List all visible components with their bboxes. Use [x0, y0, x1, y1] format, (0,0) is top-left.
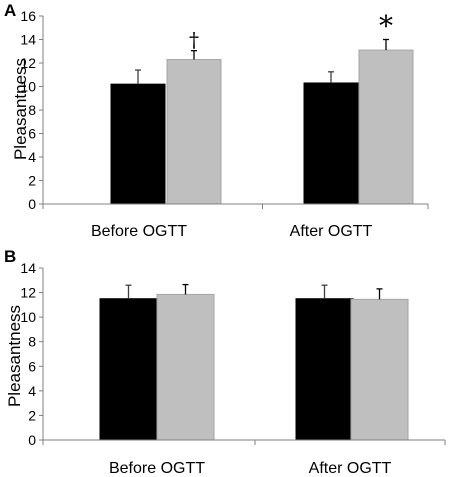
- panel-b-plot: 0 2 4 6 8 10 12 14: [20, 260, 446, 448]
- panel-a-bar: [303, 82, 359, 205]
- panel-b-bar: [350, 298, 409, 441]
- panel-a-y-tick-label: 4: [28, 149, 36, 165]
- panel-b-y-tick-label: 12: [20, 285, 36, 301]
- panel-a-y-tick-label: 0: [28, 196, 36, 212]
- panel-a-bar: [358, 49, 414, 205]
- panel-b-category-label-before: Before OGTT: [109, 460, 205, 477]
- panel-b-y-tick-label: 0: [28, 432, 36, 448]
- panel-a-category-label-before: Before OGTT: [91, 223, 187, 240]
- panel-a-bar: [110, 83, 166, 205]
- panel-b-letter: B: [4, 247, 16, 266]
- panel-b-y-axis-label: Pleasantness: [5, 305, 24, 407]
- panel-a-y-tick-label: 6: [28, 126, 36, 142]
- panel-a-significance-marker: *: [379, 10, 393, 43]
- panel-a-plot: 0 2 4 6 8 10 12 14 16 † *: [20, 8, 429, 212]
- panel-b-y-tick-label: 4: [28, 383, 36, 399]
- panel-a-category-label-after: After OGTT: [290, 223, 373, 240]
- panel-a-y-tick-label: 2: [28, 173, 36, 189]
- panel-a-y-tick-label: 14: [20, 32, 36, 48]
- panel-a-bar: [166, 58, 222, 205]
- panel-a-y-tick-label: 12: [20, 55, 36, 71]
- panel-b-y-tick-label: 6: [28, 358, 36, 374]
- panel-b-bar: [295, 298, 354, 441]
- panel-a-y-axis-label: Pleasantness: [11, 58, 30, 160]
- panel-b-bar: [99, 298, 158, 441]
- panel-b-y-tick-label: 2: [28, 407, 36, 423]
- panel-b-y-tick-label: 14: [20, 260, 36, 276]
- panel-b-category-label-after: After OGTT: [309, 460, 392, 477]
- panel-a-y-tick-label: 10: [20, 79, 36, 95]
- panel-a-letter: A: [4, 1, 16, 20]
- panel-a-y-tick-label: 16: [20, 8, 36, 24]
- panel-a-y-tick-label: 8: [28, 102, 36, 118]
- panel-a-significance-marker: †: [189, 28, 199, 52]
- panel-b-y-tick-label: 10: [20, 309, 36, 325]
- panel-b-y-tick-label: 8: [28, 334, 36, 350]
- panel-b-bar: [156, 293, 215, 441]
